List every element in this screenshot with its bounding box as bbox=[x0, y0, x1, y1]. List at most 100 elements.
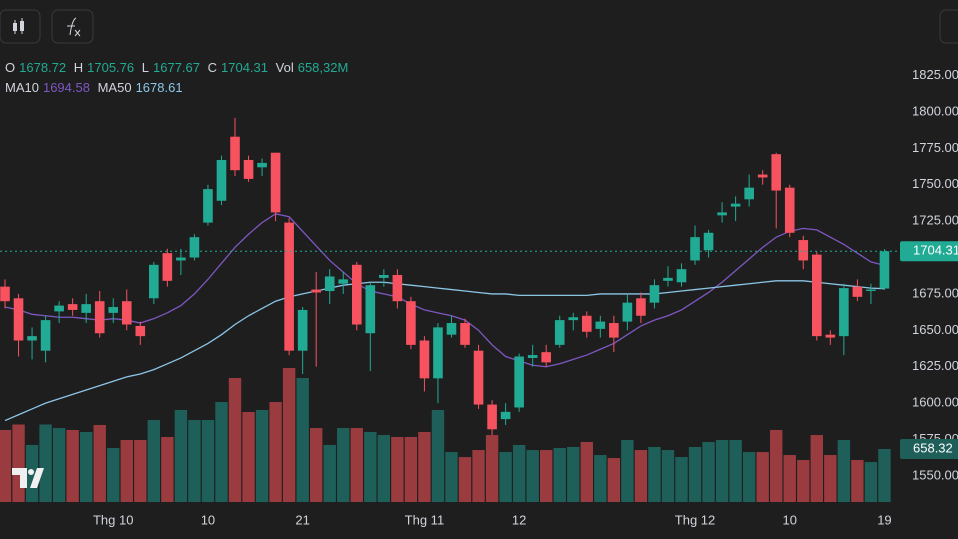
volume-bar bbox=[39, 424, 52, 502]
legend-ohlc: O 1678.72 H 1705.76 L 1677.67 C 1704.31 Vol 6… bbox=[5, 60, 352, 75]
y-tick-label: 1775.00 bbox=[912, 140, 958, 155]
volume-bar bbox=[634, 450, 648, 502]
candle-body bbox=[230, 136, 240, 171]
candle-body bbox=[338, 279, 349, 284]
label: MA10 bbox=[5, 80, 39, 95]
x-tick-label: 10 bbox=[783, 512, 797, 527]
candle-body bbox=[798, 240, 809, 261]
y-tick-label: 1825.00 bbox=[912, 67, 958, 82]
candle-body bbox=[0, 286, 10, 302]
price-tag bbox=[900, 241, 958, 262]
volume-bar bbox=[607, 458, 621, 502]
volume-bar bbox=[282, 368, 296, 502]
volume-bar bbox=[512, 444, 526, 502]
icon bbox=[67, 17, 81, 37]
volume-bar bbox=[52, 428, 66, 502]
candle-body bbox=[771, 154, 782, 191]
volume-bar bbox=[79, 431, 93, 502]
candle-body bbox=[595, 321, 606, 329]
candle-body bbox=[149, 264, 159, 299]
legend-ma: MA10 1694.58 MA50 1678.61 bbox=[5, 80, 187, 95]
candle-body bbox=[636, 298, 646, 316]
volume-bar bbox=[688, 446, 702, 502]
candle-body bbox=[812, 254, 822, 337]
label: L bbox=[141, 60, 149, 75]
x-tick-label: Thg 10 bbox=[93, 512, 133, 527]
candle-body bbox=[135, 325, 146, 337]
x-tick-label: 10 bbox=[201, 512, 215, 527]
volume-bar bbox=[729, 439, 742, 502]
candle-body bbox=[460, 323, 470, 345]
candle-body bbox=[270, 152, 281, 213]
volume-bar bbox=[269, 402, 282, 502]
candle-body bbox=[825, 334, 836, 338]
value: 1694.58 bbox=[42, 80, 90, 95]
menu-button[interactable] bbox=[939, 9, 958, 44]
value: 1677.67 bbox=[153, 60, 200, 75]
candle-body bbox=[176, 257, 186, 261]
value: 1678.61 bbox=[135, 80, 183, 95]
candle-body bbox=[690, 237, 700, 261]
candle-body bbox=[541, 352, 551, 363]
candle-body bbox=[324, 276, 335, 292]
candle-button[interactable] bbox=[0, 9, 41, 44]
volume-bar bbox=[201, 419, 215, 502]
volume-bar bbox=[770, 429, 783, 502]
volume-bar bbox=[93, 424, 106, 502]
candle-body bbox=[406, 301, 416, 345]
candle-body bbox=[379, 275, 389, 278]
volume-bar bbox=[242, 412, 255, 502]
candle-body bbox=[216, 160, 227, 201]
volume-bar bbox=[66, 429, 79, 502]
volume-bar bbox=[296, 378, 309, 502]
candle-body bbox=[284, 222, 294, 351]
volume-bar bbox=[404, 436, 418, 502]
y-tick-label: 1800.00 bbox=[912, 103, 958, 118]
volume-bar bbox=[851, 460, 864, 502]
value: 1678.72 bbox=[19, 60, 67, 75]
candle-body bbox=[487, 404, 497, 430]
candle-body bbox=[121, 301, 132, 325]
x-tick-label: Thg 12 bbox=[675, 512, 715, 527]
volume-tag-label: 658.32 bbox=[913, 440, 953, 455]
volume-bar bbox=[878, 448, 891, 502]
candle-body bbox=[13, 298, 24, 341]
volume-bar bbox=[377, 435, 391, 502]
candle-body bbox=[649, 285, 660, 303]
y-tick-label: 1750.00 bbox=[912, 176, 958, 191]
volume-bar bbox=[323, 444, 336, 502]
value: 658,32M bbox=[297, 60, 349, 75]
candle-body bbox=[433, 327, 443, 379]
volume-bar bbox=[147, 419, 161, 502]
volume-bar bbox=[810, 435, 823, 502]
volume-bar bbox=[134, 439, 147, 502]
candle-body bbox=[784, 187, 795, 233]
candle-body bbox=[663, 277, 673, 281]
volume-bar bbox=[309, 428, 323, 502]
candle-body bbox=[514, 356, 524, 408]
volume-bar bbox=[0, 429, 12, 502]
y-tick-label: 1625.00 bbox=[912, 358, 958, 373]
candle-body bbox=[365, 285, 376, 334]
candle-body bbox=[473, 350, 484, 405]
candle-body bbox=[839, 288, 849, 337]
candle-body bbox=[162, 253, 173, 281]
label: MA50 bbox=[97, 80, 132, 95]
candle-body bbox=[419, 340, 430, 379]
volume-bar bbox=[702, 441, 715, 502]
volume-bar bbox=[107, 448, 120, 502]
volume-bar bbox=[418, 431, 431, 502]
candle-body bbox=[500, 411, 511, 420]
label: H bbox=[73, 60, 84, 75]
volume-bar bbox=[567, 446, 580, 502]
volume-bar bbox=[337, 428, 350, 502]
candle-body bbox=[866, 289, 876, 292]
volume-bar bbox=[120, 439, 133, 502]
candle-body bbox=[94, 301, 105, 334]
label: O bbox=[5, 60, 16, 75]
label: Vol bbox=[275, 60, 294, 75]
indicator-button[interactable] bbox=[51, 9, 94, 44]
candle-body bbox=[879, 251, 890, 289]
volume-bar bbox=[837, 439, 851, 502]
